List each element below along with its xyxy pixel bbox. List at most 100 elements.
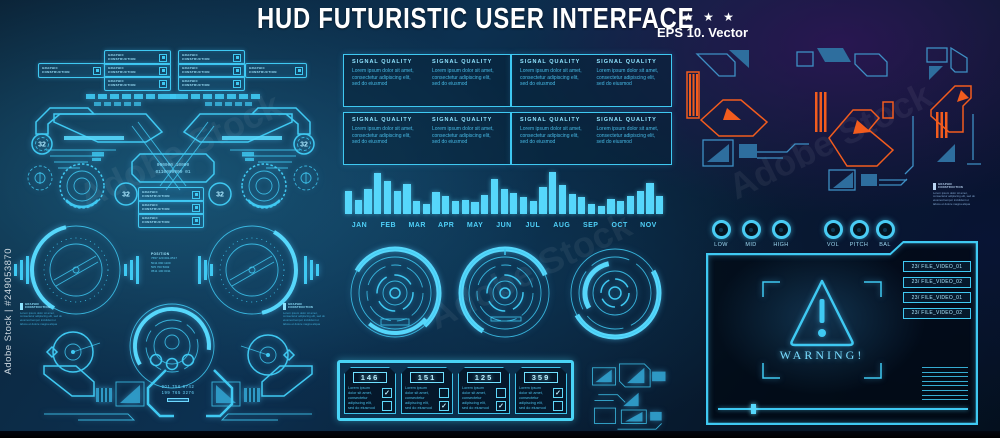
graphic-construction-bar[interactable]: GRAPHIC CONSTRUCTION	[138, 213, 204, 228]
file-item[interactable]: 23/ FILE_VIDEO_01	[903, 261, 971, 272]
annotation-header: GRAPHIC CONSTRUCTION	[283, 302, 325, 310]
bar	[626, 196, 635, 214]
card-text: Lorem ipsum dolor sit amet, consectetur …	[462, 386, 489, 410]
gc-toggle-icon	[159, 53, 167, 62]
bar	[607, 198, 615, 214]
bottom-strip	[0, 431, 1000, 438]
month-label: MAY	[466, 222, 484, 229]
balance-knob[interactable]	[875, 220, 895, 239]
checkbox-top[interactable]	[382, 388, 392, 398]
bar	[442, 195, 450, 214]
bar	[374, 173, 382, 214]
stat-card[interactable]: 146 Lorem ipsum dolor sit amet, consecte…	[344, 367, 396, 414]
gc-label: GRAPHIC CONSTRUCTION	[142, 215, 170, 224]
high-knob[interactable]	[771, 220, 791, 239]
annotation-header: GRAPHIC CONSTRUCTION	[20, 302, 62, 310]
knob-label: HIGH	[773, 242, 789, 248]
annotation-body: Lorem ipsum dolor sit amet, consectetur …	[933, 190, 975, 206]
card-text: Lorem ipsum dolor sit amet, consectetur …	[519, 386, 546, 410]
graphic-construction-bar[interactable]: GRAPHIC CONSTRUCTION	[38, 63, 105, 78]
checkbox-top[interactable]	[553, 388, 563, 398]
signal-quality-title: SIGNAL QUALITY	[352, 59, 413, 65]
checkbox-top[interactable]	[439, 388, 449, 398]
month-label: OCT	[611, 222, 628, 229]
file-item[interactable]: 23/ FILE_VIDEO_02	[903, 276, 971, 288]
bar	[578, 197, 586, 214]
gc-toggle-icon	[295, 66, 303, 75]
center-bracket-pair	[146, 369, 234, 418]
signal-quality-text: Lorem ipsum dolor sit amet, consectetur …	[520, 68, 582, 87]
digital-readout-line2: 0110000000 01	[155, 169, 190, 175]
bar	[656, 195, 664, 214]
card-value: 125	[467, 372, 501, 383]
mid-knob[interactable]	[741, 220, 761, 239]
checkbox-bottom[interactable]	[496, 401, 506, 411]
checkbox-bottom[interactable]	[382, 401, 392, 411]
low-knob[interactable]	[711, 220, 731, 239]
circuit-cluster-1	[686, 50, 809, 167]
graphic-construction-bar[interactable]: GRAPHIC CONSTRUCTION	[178, 63, 245, 78]
graphic-construction-bar[interactable]: GRAPHIC CONSTRUCTION	[138, 200, 204, 215]
knob-unit-mid: MID	[738, 220, 764, 248]
file-item[interactable]: 23/ FILE_VIDEO_01	[903, 292, 971, 303]
knob-label: LOW	[714, 242, 728, 248]
card-text: Lorem ipsum dolor sit amet, consectetur …	[348, 386, 375, 410]
gc-toggle-icon	[159, 79, 167, 88]
month-label: AUG	[553, 222, 571, 229]
mini-progress-bar	[167, 397, 189, 403]
wing-console-graphic: 000000 10000 0110000000 01 32 32 32 32	[27, 92, 320, 210]
signal-quality-text: Lorem ipsum dolor sit amet, consectetur …	[432, 68, 494, 87]
pitch-knob[interactable]	[849, 220, 869, 239]
graphic-construction-bar[interactable]: GRAPHIC CONSTRUCTION	[104, 50, 171, 65]
bracket-cluster	[43, 365, 145, 421]
checkbox-bottom[interactable]	[439, 401, 449, 411]
gauge-value: 32	[216, 192, 224, 199]
checkbox-top[interactable]	[496, 388, 506, 398]
position-line: 505 700 5002	[151, 264, 170, 269]
gc-toggle-icon	[192, 216, 200, 225]
gc-label: GRAPHIC CONSTRUCTION	[142, 189, 170, 198]
gc-label: GRAPHIC CONSTRUCTION	[108, 65, 136, 74]
signal-quality-text: Lorem ipsum dolor sit amet, consectetur …	[520, 126, 582, 145]
month-label: NOV	[640, 222, 657, 229]
stat-card[interactable]: 151 Lorem ipsum dolor sit amet, consecte…	[401, 367, 453, 414]
circuit-cluster-2	[796, 48, 914, 191]
rating-stars: ★ ★ ★	[683, 10, 737, 24]
checkbox-bottom[interactable]	[553, 401, 563, 411]
gc-toggle-icon	[233, 66, 241, 75]
file-item[interactable]: 23/ FILE_VIDEO_02	[903, 307, 971, 319]
tech-cluster-graphic	[592, 363, 666, 430]
playback-progress-handle[interactable]	[751, 404, 756, 414]
graphic-construction-bar[interactable]: GRAPHIC CONSTRUCTION	[178, 50, 245, 65]
signal-quality-title: SIGNAL QUALITY	[520, 59, 581, 65]
annotation-block: GRAPHIC CONSTRUCTION Lorem ipsum dolor s…	[20, 302, 62, 327]
graphic-construction-bar[interactable]: GRAPHIC CONSTRUCTION	[178, 76, 245, 91]
graphic-construction-bar[interactable]: GRAPHIC CONSTRUCTION	[138, 187, 204, 202]
playback-progress-track[interactable]	[718, 408, 968, 410]
gc-label: GRAPHIC CONSTRUCTION	[249, 65, 277, 74]
graphic-construction-bar[interactable]: GRAPHIC CONSTRUCTION	[245, 63, 307, 78]
text-line	[922, 399, 968, 401]
bar	[587, 203, 596, 214]
text-line	[922, 371, 968, 373]
stat-cards-panel: 146 Lorem ipsum dolor sit amet, consecte…	[337, 360, 574, 421]
bar	[549, 172, 557, 214]
volume-knob[interactable]	[823, 220, 843, 239]
dial-right	[206, 224, 298, 316]
month-label: JAN	[351, 222, 368, 229]
gc-toggle-icon	[159, 66, 167, 75]
graphic-construction-bar[interactable]: GRAPHIC CONSTRUCTION	[104, 63, 171, 78]
warning-triangle-icon	[790, 279, 854, 347]
signal-quality-panel: SIGNAL QUALITY Lorem ipsum dolor sit amet…	[343, 112, 511, 165]
stat-card[interactable]: 359 Lorem ipsum dolor sit amet, consecte…	[515, 367, 567, 414]
bar	[354, 200, 362, 214]
text-line	[922, 385, 968, 387]
dial-left	[29, 224, 122, 316]
compass-dials-graphic	[14, 224, 319, 316]
circular-gauges-graphic	[348, 246, 662, 340]
graphic-construction-bar[interactable]: GRAPHIC CONSTRUCTION	[104, 76, 171, 91]
signal-quality-title: SIGNAL QUALITY	[596, 59, 657, 65]
annotation-body: Lorem ipsum dolor sit amet, consectetur …	[283, 310, 325, 326]
stat-card[interactable]: 125 Lorem ipsum dolor sit amet, consecte…	[458, 367, 510, 414]
